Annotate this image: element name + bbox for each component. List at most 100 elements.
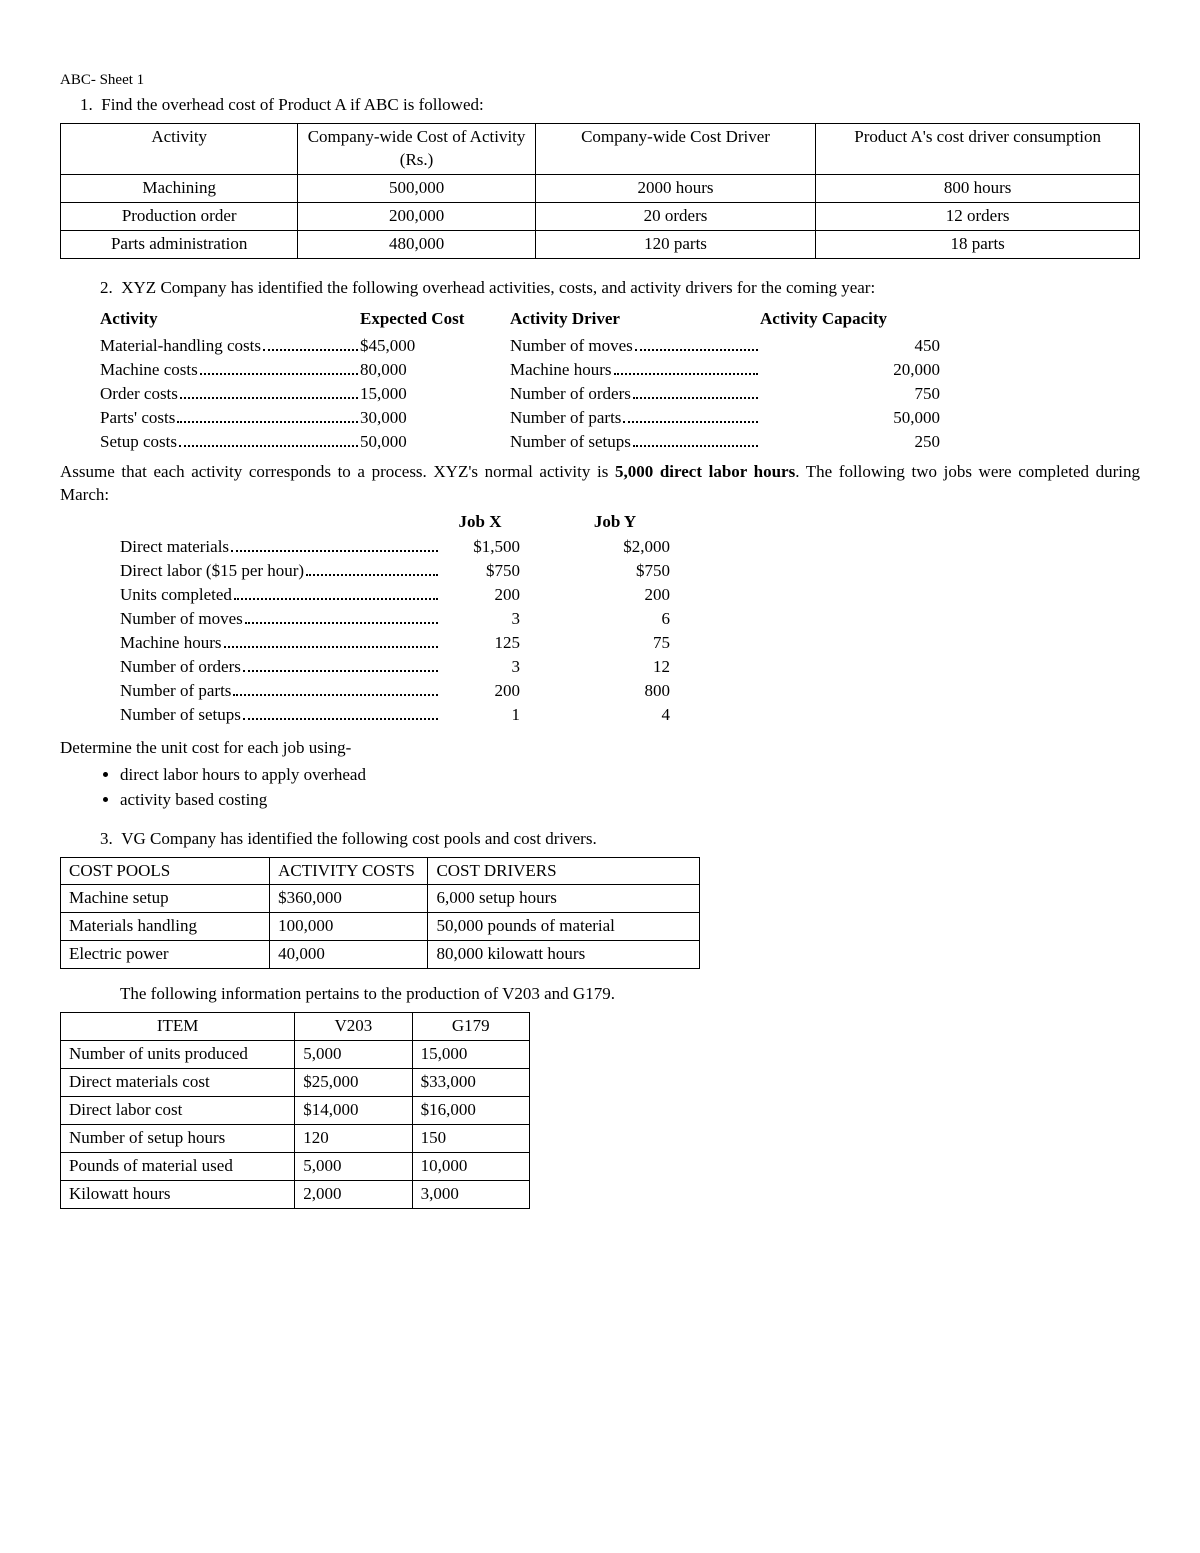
job-row: Number of moves36 bbox=[120, 608, 1140, 631]
job-y: 200 bbox=[560, 584, 670, 607]
bullet-item: direct labor hours to apply overhead bbox=[120, 764, 1140, 787]
job-x: 3 bbox=[440, 608, 560, 631]
cell: $16,000 bbox=[412, 1097, 529, 1125]
cell: 800 hours bbox=[816, 175, 1140, 203]
q1-number: 1. bbox=[80, 95, 93, 114]
bullet-item: activity based costing bbox=[120, 789, 1140, 812]
job-y: 4 bbox=[560, 704, 670, 727]
cell: Number of units produced bbox=[61, 1041, 295, 1069]
cell: 18 parts bbox=[816, 230, 1140, 258]
hdr-cost: Expected Cost bbox=[360, 308, 510, 331]
cell: 5,000 bbox=[295, 1152, 412, 1180]
cell: 3,000 bbox=[412, 1180, 529, 1208]
q2-mid-bold: 5,000 direct labor hours bbox=[615, 462, 795, 481]
job-hdr-x: Job X bbox=[440, 511, 560, 534]
cell: 120 bbox=[295, 1124, 412, 1152]
job-label: Machine hours bbox=[120, 632, 440, 655]
q2-job-grid: Job X Job Y Direct materials$1,500$2,000… bbox=[120, 511, 1140, 726]
cell: Machine setup bbox=[61, 885, 270, 913]
table-row: Direct materials cost $25,000 $33,000 bbox=[61, 1069, 530, 1097]
q1-text: Find the overhead cost of Product A if A… bbox=[101, 95, 483, 114]
table-row: Machining 500,000 2000 hours 800 hours bbox=[61, 175, 1140, 203]
job-x: $1,500 bbox=[440, 536, 560, 559]
q2-activity-header: Activity Expected Cost Activity Driver A… bbox=[100, 308, 1140, 331]
table-row: Machine setup $360,000 6,000 setup hours bbox=[61, 885, 700, 913]
job-y: 75 bbox=[560, 632, 670, 655]
job-row: Machine hours12575 bbox=[120, 632, 1140, 655]
job-label: Units completed bbox=[120, 584, 440, 607]
q2-job-header: Job X Job Y bbox=[120, 511, 1140, 534]
q1-col-consumption: Product A's cost driver consumption bbox=[816, 124, 1140, 175]
q1-col-activity: Activity bbox=[61, 124, 298, 175]
activity-driver: Number of parts bbox=[510, 407, 760, 430]
job-hdr-blank bbox=[120, 511, 440, 534]
cell: Number of setup hours bbox=[61, 1124, 295, 1152]
cell: 500,000 bbox=[298, 175, 535, 203]
cell: Pounds of material used bbox=[61, 1152, 295, 1180]
job-label: Number of parts bbox=[120, 680, 440, 703]
hdr-item: ITEM bbox=[61, 1013, 295, 1041]
table-row: Direct labor cost $14,000 $16,000 bbox=[61, 1097, 530, 1125]
cell: 20 orders bbox=[535, 203, 816, 231]
cell: 480,000 bbox=[298, 230, 535, 258]
activity-name: Material-handling costs bbox=[100, 335, 360, 358]
table-row: COST POOLS ACTIVITY COSTS COST DRIVERS bbox=[61, 857, 700, 885]
activity-driver: Number of moves bbox=[510, 335, 760, 358]
cell: Materials handling bbox=[61, 913, 270, 941]
cell: Parts administration bbox=[61, 230, 298, 258]
cell: Direct labor cost bbox=[61, 1097, 295, 1125]
job-row: Units completed200200 bbox=[120, 584, 1140, 607]
activity-row: Machine costs80,000Machine hours20,000 bbox=[100, 359, 1140, 382]
activity-capacity: 20,000 bbox=[760, 359, 940, 382]
q2-prompt: 2. XYZ Company has identified the follow… bbox=[100, 277, 1140, 300]
job-label: Direct materials bbox=[120, 536, 440, 559]
job-label: Number of moves bbox=[120, 608, 440, 631]
q3-text: VG Company has identified the following … bbox=[121, 829, 596, 848]
activity-capacity: 450 bbox=[760, 335, 940, 358]
activity-driver: Number of orders bbox=[510, 383, 760, 406]
cell: 50,000 pounds of material bbox=[428, 913, 700, 941]
q1-prompt: 1. Find the overhead cost of Product A i… bbox=[80, 94, 1140, 117]
hdr-g179: G179 bbox=[412, 1013, 529, 1041]
cell: 100,000 bbox=[270, 913, 428, 941]
table-row: Materials handling 100,000 50,000 pounds… bbox=[61, 913, 700, 941]
activity-capacity: 250 bbox=[760, 431, 940, 454]
cell: Machining bbox=[61, 175, 298, 203]
cell: Kilowatt hours bbox=[61, 1180, 295, 1208]
hdr-v203: V203 bbox=[295, 1013, 412, 1041]
hdr-activity: Activity bbox=[100, 308, 360, 331]
q2-text: XYZ Company has identified the following… bbox=[121, 278, 875, 297]
job-y: $2,000 bbox=[560, 536, 670, 559]
hdr-capacity: Activity Capacity bbox=[760, 308, 940, 331]
cell: Direct materials cost bbox=[61, 1069, 295, 1097]
q3-number: 3. bbox=[100, 829, 113, 848]
activity-cost: 15,000 bbox=[360, 383, 510, 406]
q3-prompt: 3. VG Company has identified the followi… bbox=[100, 828, 1140, 851]
cell: 120 parts bbox=[535, 230, 816, 258]
cell: 200,000 bbox=[298, 203, 535, 231]
activity-row: Material-handling costs$45,000Number of … bbox=[100, 335, 1140, 358]
job-y: 800 bbox=[560, 680, 670, 703]
q2-bullets: direct labor hours to apply overhead act… bbox=[120, 764, 1140, 812]
q3-mid: The following information pertains to th… bbox=[120, 983, 1140, 1006]
hdr-driver: Activity Driver bbox=[510, 308, 760, 331]
q2-activity-grid: Activity Expected Cost Activity Driver A… bbox=[100, 308, 1140, 454]
activity-cost: 80,000 bbox=[360, 359, 510, 382]
table-row: Production order 200,000 20 orders 12 or… bbox=[61, 203, 1140, 231]
table-row: ITEM V203 G179 bbox=[61, 1013, 530, 1041]
hdr-pools: COST POOLS bbox=[61, 857, 270, 885]
cell: 80,000 kilowatt hours bbox=[428, 941, 700, 969]
job-row: Direct materials$1,500$2,000 bbox=[120, 536, 1140, 559]
job-x: 125 bbox=[440, 632, 560, 655]
cell: 5,000 bbox=[295, 1041, 412, 1069]
q2-determine: Determine the unit cost for each job usi… bbox=[60, 737, 1140, 760]
page-header: ABC- Sheet 1 bbox=[60, 70, 1140, 90]
job-label: Direct labor ($15 per hour) bbox=[120, 560, 440, 583]
hdr-actcosts: ACTIVITY COSTS bbox=[270, 857, 428, 885]
activity-row: Order costs15,000Number of orders750 bbox=[100, 383, 1140, 406]
q1-table: Activity Company-wide Cost of Activity (… bbox=[60, 123, 1140, 259]
table-row: Kilowatt hours 2,000 3,000 bbox=[61, 1180, 530, 1208]
activity-cost: $45,000 bbox=[360, 335, 510, 358]
cell: 15,000 bbox=[412, 1041, 529, 1069]
q1-col-cost: Company-wide Cost of Activity (Rs.) bbox=[298, 124, 535, 175]
